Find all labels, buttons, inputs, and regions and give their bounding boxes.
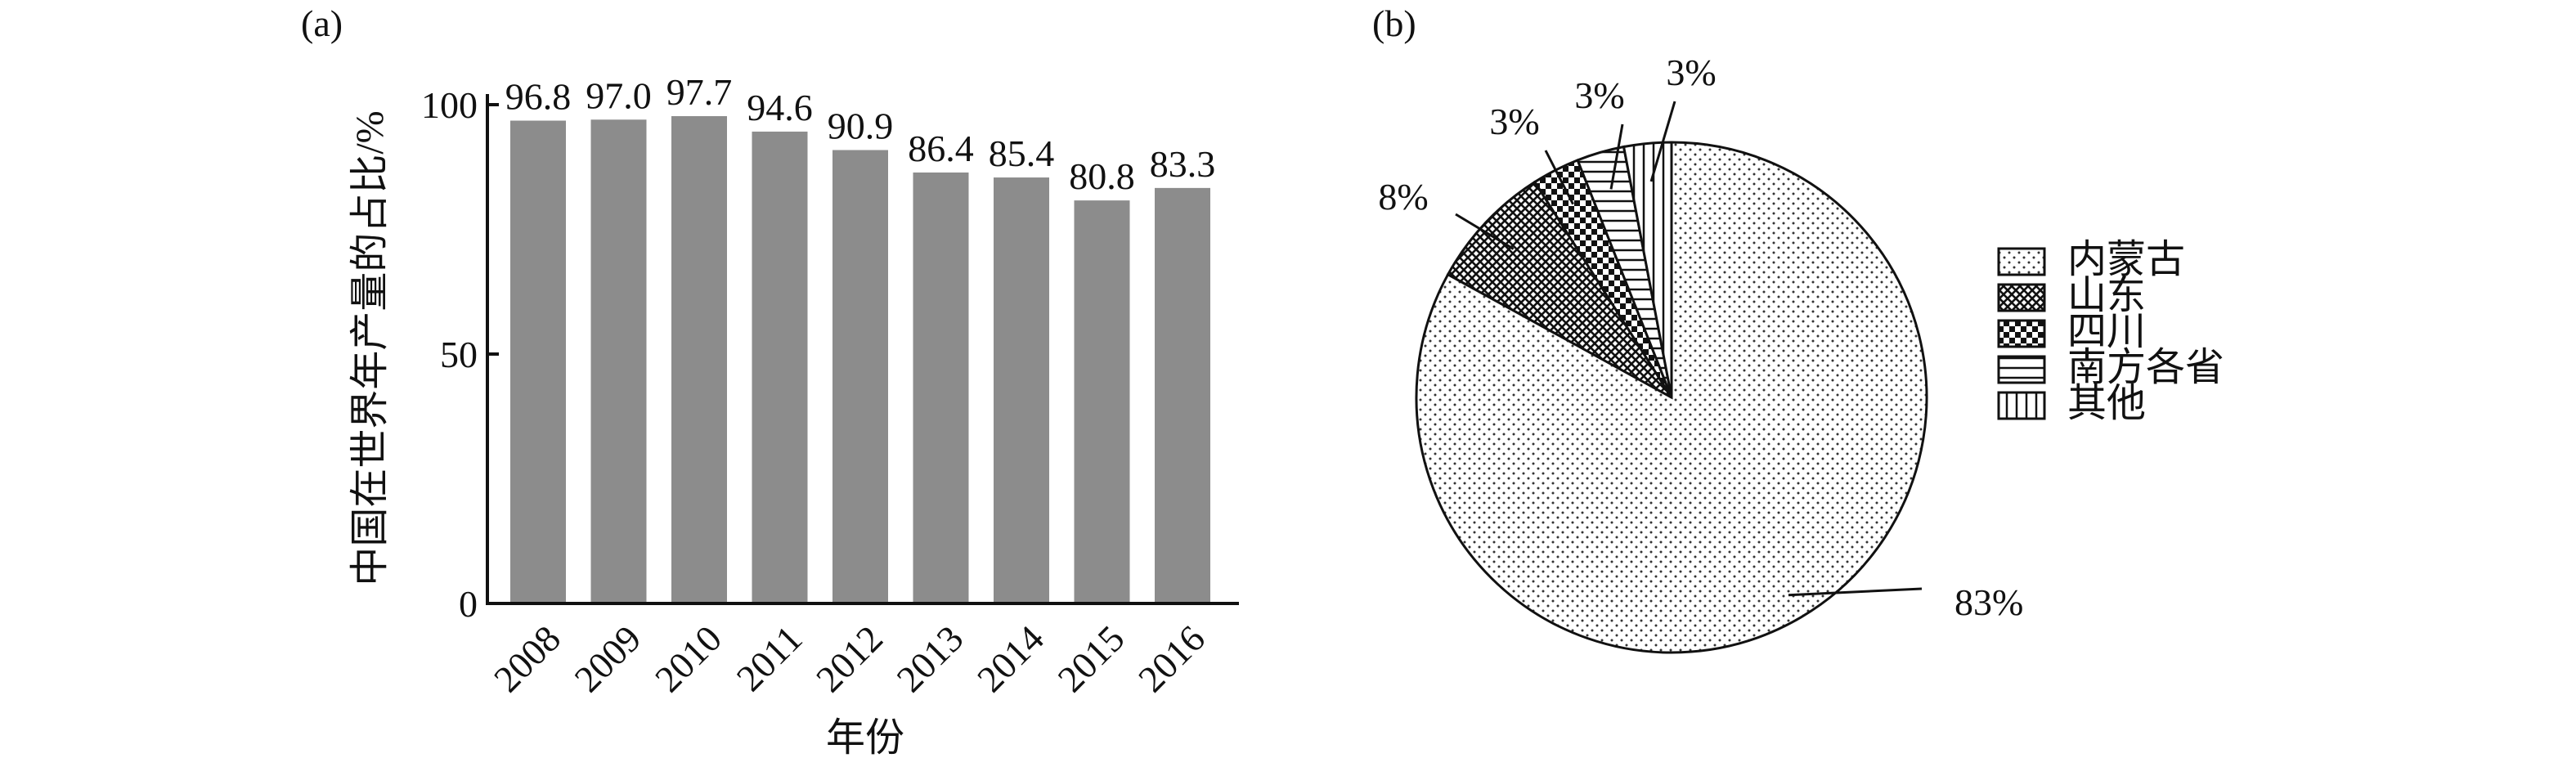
x-tick-label-2012: 2012 — [808, 617, 891, 700]
pie-percent-labels: 83% 8% 3% 3% 3% — [1378, 52, 2023, 623]
pie-slice-2 — [1446, 180, 1673, 399]
legend-label-4: 南方各省 — [2067, 346, 2224, 389]
bar-2011 — [752, 131, 808, 603]
x-tick-label-2014: 2014 — [969, 617, 1052, 700]
panel-label-b: (b) — [1372, 2, 1416, 44]
bar-value-label-2012: 90.9 — [828, 105, 894, 147]
legend-label-3: 四川 — [2067, 310, 2146, 353]
panel-label-a: (a) — [301, 2, 343, 44]
x-axis-title: 年份 — [826, 716, 904, 760]
y-axis-ticks: 0 50 100 — [421, 84, 499, 625]
pie-percent-label-3: 3% — [1489, 101, 1539, 142]
legend-swatch-3 — [1997, 319, 2046, 348]
bar-2010 — [671, 116, 727, 603]
bar-value-label-2014: 85.4 — [989, 132, 1055, 174]
pie-leader-line-1 — [1788, 587, 1923, 597]
legend-swatch-1 — [1997, 247, 2046, 276]
pie-leader-lines — [1455, 101, 1923, 597]
x-tick-label-2013: 2013 — [888, 617, 971, 700]
bar-chart-panel: (a) 96.8 97.0 97.7 94.6 90.9 86.4 85.4 80.8 83.3… — [301, 2, 1239, 760]
bar-series — [510, 116, 1210, 604]
x-tick-label-2015: 2015 — [1049, 617, 1132, 700]
legend-swatch-5 — [1997, 391, 2046, 420]
x-tick-label-2008: 2008 — [486, 617, 568, 700]
bar-2016 — [1155, 187, 1210, 603]
pie-percent-label-4: 3% — [1574, 74, 1624, 116]
bar-value-label-2016: 83.3 — [1150, 143, 1216, 185]
pie-slice-5 — [1622, 141, 1673, 398]
x-tick-label-2009: 2009 — [566, 617, 648, 700]
bar-2012 — [832, 150, 888, 603]
bar-value-label-2010: 97.7 — [666, 71, 733, 113]
bar-2013 — [913, 172, 969, 603]
pie-percent-label-2: 8% — [1378, 176, 1428, 218]
y-tick-label-50: 50 — [440, 334, 478, 375]
x-tick-label-2010: 2010 — [647, 617, 729, 700]
pie-leader-line-2 — [1455, 213, 1515, 250]
legend-label-2: 山东 — [2067, 274, 2146, 317]
pie-leader-line-5 — [1649, 101, 1676, 182]
bar-2015 — [1074, 200, 1130, 603]
y-tick-label-0: 0 — [459, 583, 478, 625]
legend-label-1: 内蒙古 — [2067, 238, 2185, 281]
bar-value-label-2011: 94.6 — [747, 87, 813, 128]
legend-swatch-4 — [1997, 355, 2046, 384]
y-axis-title: 中国在世界年产量的占比/% — [348, 110, 392, 585]
x-tick-label-2016: 2016 — [1130, 617, 1213, 700]
bar-value-labels: 96.8 97.0 97.7 94.6 90.9 86.4 85.4 80.8 83.3 — [505, 71, 1216, 197]
bar-value-label-2013: 86.4 — [908, 128, 974, 169]
pie-leader-line-4 — [1609, 123, 1624, 190]
legend-label-5: 其他 — [2067, 382, 2146, 425]
x-tick-label-2011: 2011 — [729, 617, 810, 699]
bar-2008 — [510, 120, 566, 603]
pie-leader-line-3 — [1544, 150, 1574, 205]
bar-2009 — [590, 119, 647, 604]
bar-value-label-2015: 80.8 — [1069, 155, 1135, 197]
bar-value-label-2009: 97.0 — [586, 74, 652, 116]
bar-2014 — [994, 177, 1049, 603]
y-tick-label-100: 100 — [421, 84, 478, 126]
bar-value-label-2008: 96.8 — [505, 76, 572, 118]
legend-swatch-2 — [1997, 283, 2046, 312]
pie-slices — [1415, 141, 1928, 654]
pie-percent-label-1: 83% — [1954, 581, 2023, 623]
pie-percent-label-5: 3% — [1666, 52, 1716, 93]
